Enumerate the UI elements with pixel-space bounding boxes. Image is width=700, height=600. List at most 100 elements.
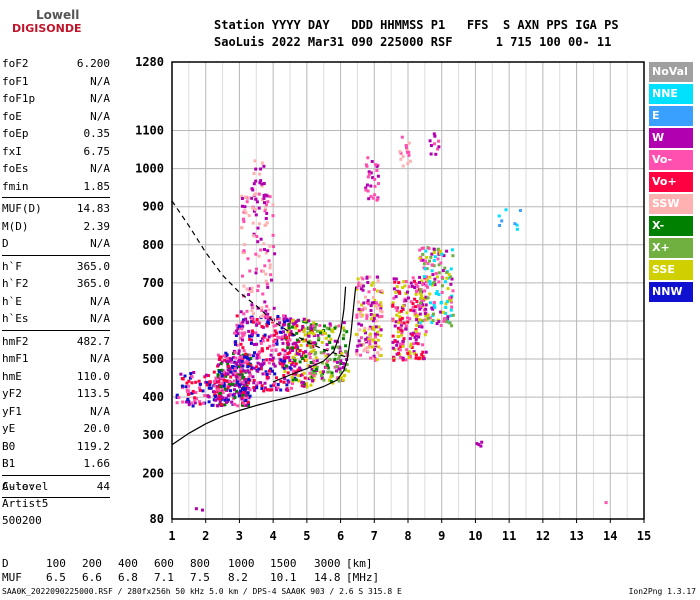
echo-point — [283, 349, 287, 353]
echo-point — [259, 367, 263, 371]
echo-point — [331, 330, 335, 334]
echo-point — [267, 361, 271, 365]
echo-point — [187, 403, 191, 407]
echo-point — [428, 292, 432, 296]
echo-point — [302, 351, 306, 354]
param-value: N/A — [90, 352, 110, 365]
param-row: C-level 44 — [2, 478, 110, 496]
echo-point — [241, 320, 245, 324]
echo-point — [303, 376, 307, 380]
echo-point — [254, 331, 258, 335]
echo-point — [379, 307, 383, 311]
echo-point — [186, 392, 190, 396]
echo-point — [246, 362, 250, 366]
echo-point — [369, 317, 373, 321]
echo-point — [242, 217, 245, 221]
param-label: yF2 — [2, 387, 22, 400]
param-value: 1.85 — [83, 179, 111, 193]
echo-point — [268, 344, 272, 348]
echo-point — [397, 290, 401, 294]
echo-point — [398, 315, 402, 319]
echo-point — [250, 338, 253, 342]
echo-point — [269, 367, 273, 371]
echo-point — [266, 285, 270, 289]
echo-point — [309, 345, 313, 349]
echo-point — [272, 343, 276, 347]
echo-point — [421, 303, 424, 307]
echo-point — [241, 334, 245, 338]
echo-point — [274, 348, 278, 352]
echo-point — [420, 356, 423, 360]
echo-point — [239, 389, 243, 393]
echo-point — [425, 255, 429, 259]
echo-point — [307, 377, 311, 381]
echo-point — [282, 366, 286, 370]
echo-point — [355, 348, 359, 352]
echo-point — [254, 213, 258, 217]
echo-point — [431, 283, 434, 287]
echo-point — [260, 384, 264, 388]
echo-point — [341, 366, 345, 369]
echo-point — [365, 316, 369, 320]
echo-point — [245, 200, 249, 204]
echo-point — [265, 194, 269, 198]
echo-point — [428, 316, 432, 320]
echo-point — [370, 356, 374, 360]
echo-point — [228, 384, 232, 388]
echo-point — [297, 339, 301, 343]
echo-point — [297, 379, 301, 383]
echo-point — [418, 307, 422, 311]
muf-table-unit: [MHz] — [346, 571, 380, 584]
param-label: fxI — [2, 144, 22, 158]
echo-point — [367, 172, 371, 176]
echo-point — [309, 361, 313, 364]
echo-point — [263, 248, 266, 251]
echo-point — [432, 251, 436, 254]
echo-point — [422, 262, 426, 266]
echo-point — [185, 381, 189, 385]
echo-point — [413, 286, 417, 289]
echo-point — [313, 341, 317, 345]
echo-point — [266, 312, 270, 316]
echo-point — [375, 357, 379, 361]
echo-point — [440, 275, 444, 279]
echo-point — [432, 303, 436, 307]
echo-point — [235, 380, 239, 384]
echo-point — [240, 327, 244, 331]
param-label: h`Es — [2, 312, 29, 325]
echo-point — [401, 286, 405, 289]
echo-point — [367, 327, 371, 331]
echo-point — [228, 358, 232, 362]
echo-point — [260, 387, 264, 390]
echo-point — [242, 361, 246, 365]
echo-point — [357, 281, 361, 285]
echo-point — [415, 283, 419, 286]
x-tick-label: 6 — [337, 529, 344, 543]
echo-point — [295, 331, 299, 335]
echo-point — [303, 333, 307, 337]
echo-point — [345, 330, 349, 334]
scaled-parameters-panel: foF2 6.200 foF1 N/A foF1p N/A foE N/A foEp 0.35 fx… — [2, 55, 110, 500]
echo-point — [377, 353, 381, 357]
echo-point — [446, 315, 450, 319]
echo-point — [230, 400, 234, 404]
echo-point — [392, 358, 396, 362]
echo-point — [283, 353, 287, 357]
echo-point — [375, 306, 379, 310]
echo-point — [244, 387, 247, 391]
echo-point — [268, 244, 272, 248]
echo-point — [437, 271, 441, 275]
echo-point — [371, 196, 375, 200]
param-label: B1 — [2, 457, 16, 470]
y-tick-label: 80 — [150, 512, 164, 526]
echo-point — [253, 351, 256, 355]
echo-point — [414, 292, 418, 296]
echo-point — [260, 325, 264, 328]
echo-point — [393, 280, 397, 284]
echo-point — [420, 279, 424, 283]
echo-point — [247, 404, 250, 408]
param-row: h`F 365.0 — [2, 258, 110, 276]
echo-point — [227, 364, 231, 368]
echo-point — [425, 267, 429, 271]
